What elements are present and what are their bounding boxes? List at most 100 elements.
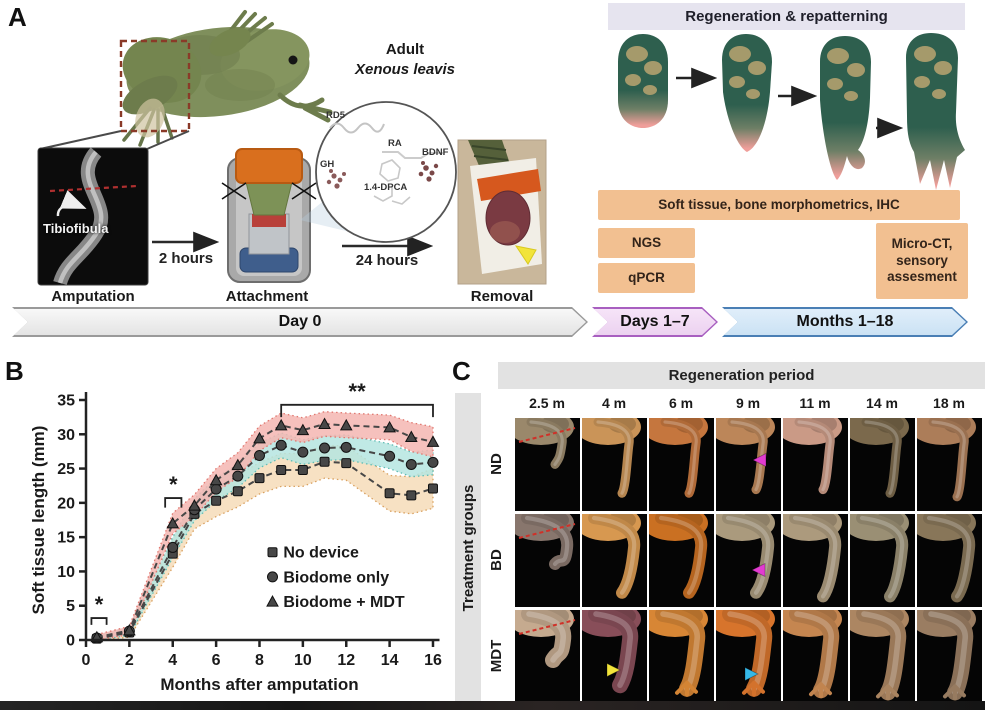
gh-cluster <box>326 169 346 189</box>
treatment-groups-strip <box>455 393 481 703</box>
col-header-18m: 18 m <box>933 395 965 411</box>
assay-ngs-box: NGS <box>598 228 695 258</box>
payload-inset <box>315 101 457 243</box>
svg-text:Biodome + MDT: Biodome + MDT <box>283 594 405 611</box>
removal-photo <box>457 139 547 285</box>
specimen-photo-BD-9 m <box>709 505 781 607</box>
svg-text:0: 0 <box>66 633 75 650</box>
panel-b-label: B <box>5 356 24 386</box>
col-header-4m: 4 m <box>601 395 627 411</box>
specimen-photo-MDT-14 m <box>843 601 915 703</box>
species-line2: Xenous leavis <box>354 61 456 79</box>
specimen-photo-MDT-18 m <box>910 601 982 703</box>
bottom-bar <box>0 701 985 710</box>
treatment-groups-axis-label: Treatment groups <box>459 484 477 612</box>
biodome-device-illustration <box>221 148 317 283</box>
specimen-photo-ND-4 m <box>575 409 647 511</box>
specimen-photo-BD-11 m <box>776 505 848 607</box>
svg-text:15: 15 <box>57 530 75 547</box>
svg-text:4: 4 <box>168 652 177 669</box>
timeline-day0: Day 0 <box>12 307 588 337</box>
specimen-photo-BD-14 m <box>843 505 915 607</box>
step-removal-label: Removal <box>470 288 534 305</box>
panel-c-label: C <box>452 356 471 386</box>
annotation-arrowhead <box>606 662 621 678</box>
frog-illustration <box>122 10 333 147</box>
arrow1-duration: 2 hours <box>158 250 214 267</box>
svg-text:30: 30 <box>57 427 75 444</box>
step-amputation-label: Amputation <box>51 288 135 305</box>
regen-repatterning-header: Regeneration & repatterning <box>608 3 965 30</box>
specimen-photo-MDT-9 m <box>709 601 781 703</box>
specimen-photo-ND-6 m <box>642 409 714 511</box>
specimen-photo-BD-4 m <box>575 505 647 607</box>
annotation-arrowhead <box>752 452 767 468</box>
zoom-connector-lines <box>39 130 190 150</box>
xray-arrow <box>56 190 87 217</box>
molecule-bdnf: BDNF <box>422 147 449 158</box>
suture-x-marks <box>221 182 317 200</box>
specimen-photo-MDT-11 m <box>776 601 848 703</box>
specimen-photo-BD-18 m <box>910 505 982 607</box>
svg-text:Soft tissue length (mm): Soft tissue length (mm) <box>29 426 48 615</box>
arrow2-duration: 24 hours <box>355 252 419 269</box>
col-header-2-5m: 2.5 m <box>529 395 565 411</box>
row-label-nd: ND <box>487 453 505 475</box>
svg-text:35: 35 <box>57 393 75 410</box>
molecule-dpca: 1.4-DPCA <box>364 182 408 193</box>
timeline-months1-18: Months 1–18 <box>722 307 968 337</box>
annotation-arrowhead <box>751 562 766 578</box>
row-label-mdt: MDT <box>487 639 505 673</box>
svg-text:Biodome only: Biodome only <box>283 569 389 586</box>
specimen-photo-ND-11 m <box>776 409 848 511</box>
specimen-photo-BD-2.5 m <box>508 505 580 607</box>
svg-text:**: ** <box>349 379 367 404</box>
xray-image <box>37 147 149 286</box>
specimen-photo-ND-14 m <box>843 409 915 511</box>
svg-text:Months after amputation: Months after amputation <box>160 675 358 694</box>
regeneration-sequence <box>618 33 965 190</box>
annotation-arrowhead <box>744 666 759 682</box>
specimen-photo-grid <box>508 409 985 703</box>
assay-qpcr-box: qPCR <box>598 263 695 293</box>
svg-text:5: 5 <box>66 598 75 615</box>
svg-text:*: * <box>95 592 104 617</box>
panel-a-artwork <box>37 10 965 286</box>
regeneration-period-header: Regeneration period <box>498 362 985 389</box>
col-header-11m: 11 m <box>799 395 831 411</box>
assay-microct-box: Micro-CT, sensory assesment <box>876 223 968 299</box>
svg-text:10: 10 <box>294 652 312 669</box>
zoom-box <box>119 39 191 133</box>
molecule-rd5: RD5 <box>326 110 346 121</box>
timeline-day0-label: Day 0 <box>14 309 586 335</box>
timeline-days1-7: Days 1–7 <box>592 307 718 337</box>
species-line1: Adult <box>385 41 425 58</box>
species-caption: Adult Xenous leavis <box>330 40 480 81</box>
tibiofibula-label: Tibiofibula <box>43 221 109 236</box>
specimen-photo-ND-18 m <box>910 409 982 511</box>
amputation-plane-line <box>49 184 138 193</box>
col-header-14m: 14 m <box>866 395 898 411</box>
specimen-photo-MDT-4 m <box>575 601 647 703</box>
svg-text:6: 6 <box>212 652 221 669</box>
specimen-photo-ND-9 m <box>709 409 781 511</box>
svg-text:2: 2 <box>125 652 134 669</box>
timeline-months1-18-label: Months 1–18 <box>724 309 966 335</box>
row-label-bd: BD <box>487 549 505 571</box>
col-header-6m: 6 m <box>668 395 694 411</box>
specimen-photo-ND-2.5 m <box>508 409 580 511</box>
assay-wide-box: Soft tissue, bone morphometrics, IHC <box>598 190 960 220</box>
svg-text:16: 16 <box>424 652 442 669</box>
molecule-ra: RA <box>388 138 402 149</box>
removal-arrowhead <box>514 245 537 265</box>
svg-text:8: 8 <box>255 652 264 669</box>
molecule-gh: GH <box>320 159 335 170</box>
svg-text:*: * <box>169 472 178 497</box>
specimen-photo-MDT-2.5 m <box>508 601 580 703</box>
specimen-photo-BD-6 m <box>642 505 714 607</box>
svg-text:0: 0 <box>82 652 91 669</box>
svg-text:12: 12 <box>337 652 355 669</box>
panel-a-label: A <box>8 2 27 32</box>
